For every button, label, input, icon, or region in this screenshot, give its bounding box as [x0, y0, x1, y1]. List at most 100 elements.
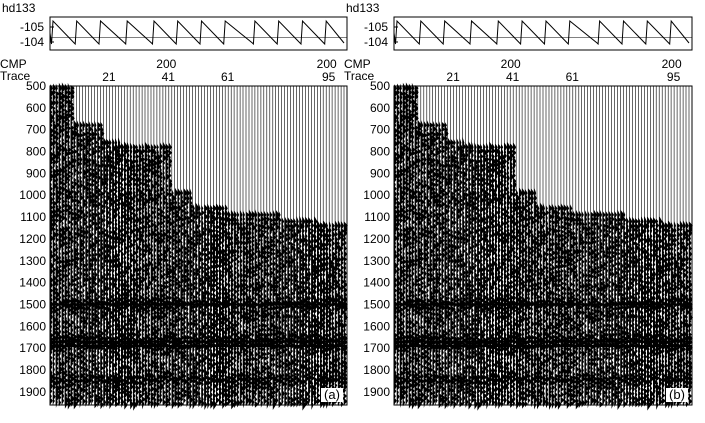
cmp-axis-label: CMP: [0, 57, 27, 71]
wiggle-fill: [201, 205, 206, 409]
wiggle-fill: [420, 119, 425, 405]
cmp-tick-label: 200: [501, 57, 521, 71]
time-tick-label: 1100: [364, 210, 390, 224]
wiggle-fill: [76, 119, 81, 405]
seismic-section: [393, 82, 693, 411]
wiggle-fill: [498, 143, 503, 410]
wiggle-fill: [308, 217, 313, 406]
wiggle-fill: [551, 203, 556, 410]
wiggle-fill: [326, 221, 331, 409]
wiggle-fill: [213, 204, 218, 410]
wiggle-fill: [162, 141, 167, 406]
cmp-axis-label: CMP: [344, 57, 371, 71]
wiggle-fill: [252, 210, 256, 408]
wiggle-fill: [689, 221, 693, 405]
wiggle-fill: [671, 221, 676, 409]
wiggle-fill: [635, 218, 640, 408]
time-tick-label: 1900: [363, 385, 390, 399]
trace-axis-label: Trace: [344, 69, 375, 83]
trace-tick-label: 95: [322, 70, 336, 84]
wiggle-fill: [58, 82, 63, 407]
wiggle-fill: [557, 204, 562, 410]
wiggle-fill: [186, 188, 191, 408]
wiggle-fill: [272, 209, 277, 410]
wiggle-fill: [55, 83, 60, 408]
wiggle-fill: [263, 210, 268, 406]
wiggle-fill: [587, 210, 592, 409]
wiggle-fill: [88, 120, 93, 407]
wiggle-fill: [650, 216, 655, 407]
wiggle-fill: [593, 209, 598, 406]
time-tick-label: 900: [26, 166, 46, 180]
time-tick-label: 1400: [363, 276, 390, 290]
wiggle-fill: [394, 84, 398, 405]
header-sawtooth-line: [393, 19, 690, 46]
wiggle-fill: [554, 204, 559, 409]
wiggle-fill: [254, 209, 259, 408]
wiggle-fill: [590, 211, 595, 407]
time-tick-label: 1500: [363, 297, 390, 311]
wiggle-fill: [572, 210, 577, 405]
trace-tick-label: 41: [162, 70, 176, 84]
time-tick-label: 500: [26, 79, 46, 93]
wiggle-fill: [450, 138, 455, 408]
cmp-tick-label: 200: [317, 57, 337, 71]
time-tick-label: 1100: [20, 210, 46, 224]
header-tick-label: -105: [20, 20, 44, 34]
wiggle-fill: [153, 143, 158, 410]
trace-tick-label: 21: [102, 70, 116, 84]
wiggle-fill: [411, 82, 416, 410]
time-tick-label: 1300: [19, 254, 46, 268]
time-tick-label: 1800: [19, 363, 46, 377]
time-tick-label: 600: [370, 101, 390, 115]
wiggle-fill: [53, 83, 57, 405]
time-tick-label: 1500: [19, 297, 46, 311]
wiggle-fill: [278, 210, 283, 408]
wiggle-fill: [243, 210, 247, 409]
wiggle-fill: [91, 121, 96, 404]
trace-tick-label: 95: [667, 70, 681, 84]
wiggle-fill: [680, 220, 684, 404]
cmp-tick-label: 200: [662, 57, 682, 71]
wiggle-fill: [67, 82, 72, 410]
time-tick-label: 1700: [363, 341, 390, 355]
wiggle-fill: [575, 209, 580, 410]
wiggle-fill: [127, 141, 132, 404]
wiggle-fill: [287, 216, 292, 408]
wiggle-fill: [578, 210, 583, 409]
wiggle-fill: [82, 119, 87, 406]
wiggle-fill: [414, 85, 419, 407]
wiggle-fill: [489, 141, 494, 407]
time-tick-label: 1600: [363, 319, 390, 333]
time-tick-label: 1700: [19, 341, 46, 355]
wiggle-fill: [210, 204, 215, 409]
wiggle-fill: [145, 141, 149, 407]
trace-tick-label: 61: [566, 70, 580, 84]
wiggle-fill: [566, 204, 571, 409]
header-tick-label: -104: [364, 35, 388, 49]
time-tick-label: 1900: [19, 385, 46, 399]
trace-tick-label: 61: [221, 70, 235, 84]
wiggle-fill: [222, 204, 227, 409]
wiggle-fill: [596, 210, 601, 408]
wiggle-fill: [275, 209, 280, 406]
wiggle-fill: [620, 209, 625, 406]
panel-label-background: [321, 388, 343, 402]
wiggle-fill: [432, 120, 437, 407]
wiggle-fill: [653, 217, 658, 406]
wiggle-fill: [249, 209, 253, 406]
wiggle-fill: [665, 222, 670, 409]
wiggle-fill: [177, 187, 182, 409]
header-trace-label: hd133: [2, 1, 36, 15]
wiggle-fill: [50, 84, 54, 405]
wiggle-fill: [599, 209, 604, 408]
wiggle-fill: [471, 141, 476, 404]
wiggle-fill: [516, 189, 521, 410]
time-tick-label: 500: [370, 79, 390, 93]
wiggle-fill: [638, 217, 643, 408]
wiggle-fill: [462, 136, 467, 406]
time-tick-label: 700: [370, 123, 390, 137]
wiggle-fill: [528, 188, 533, 404]
wiggle-fill: [314, 216, 319, 406]
